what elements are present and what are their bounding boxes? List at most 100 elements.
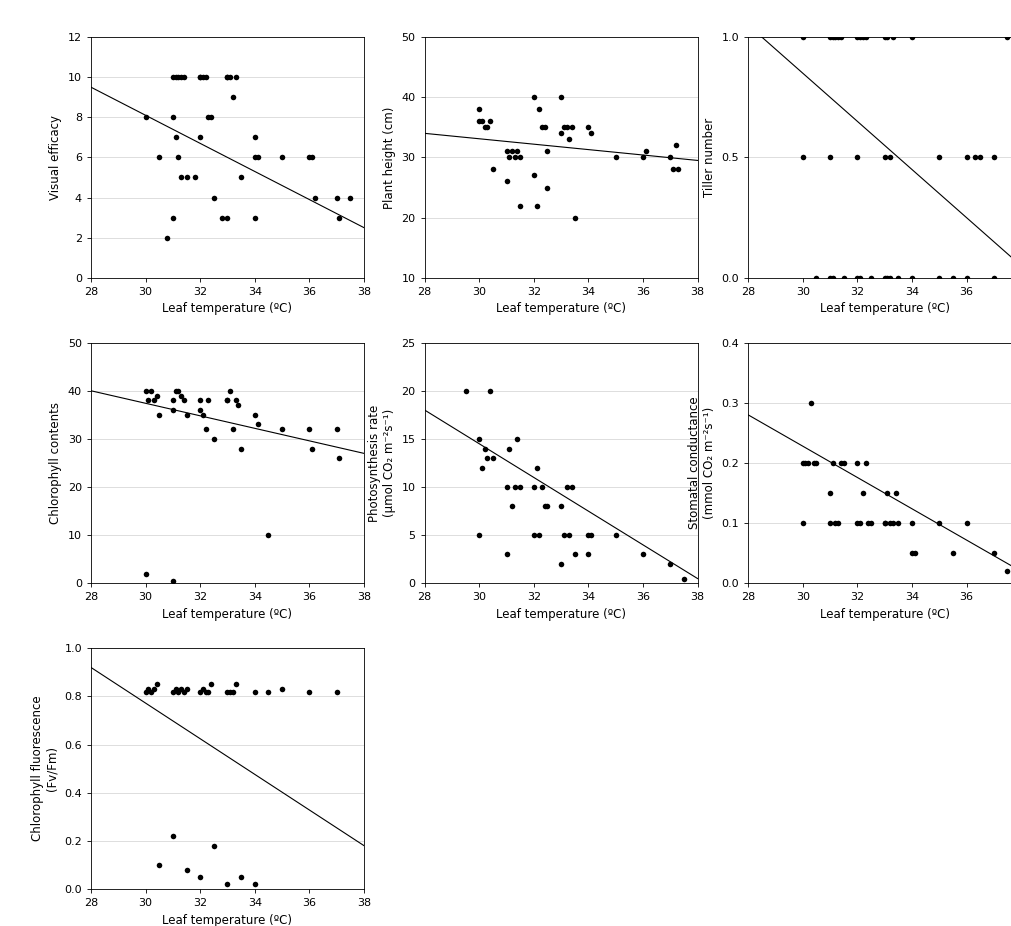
Point [222,69,239,84]
Point [301,684,317,699]
Point [219,393,236,407]
Point [203,110,219,125]
Point [564,480,580,494]
Point [529,198,545,213]
X-axis label: Leaf temperature (ºC): Leaf temperature (ºC) [820,608,949,621]
Point [274,150,290,165]
Point [931,516,947,531]
Point [168,682,184,696]
Point [531,102,547,117]
Point [306,190,323,205]
Point [885,516,901,531]
Point [890,270,906,285]
Point [862,270,879,285]
Point [227,69,244,84]
Point [501,441,518,456]
Point [986,545,1002,560]
Point [958,150,975,165]
Point [822,150,838,165]
Point [860,516,877,531]
Point [141,393,157,407]
Point [233,870,249,884]
Point [176,684,192,699]
Point [944,270,960,285]
Point [854,485,870,500]
Point [178,170,194,185]
Point [558,119,574,134]
Point [808,270,824,285]
Point [512,150,528,165]
Point [247,130,263,144]
Point [904,270,920,285]
Point [304,150,320,165]
Point [635,150,651,165]
Point [200,110,216,125]
Point [247,877,263,892]
Point [222,684,239,699]
Point [825,270,841,285]
Point [537,119,553,134]
Point [667,138,683,153]
Point [862,516,879,531]
Point [827,30,843,44]
Point [907,545,923,560]
Point [904,516,920,531]
Point [553,499,569,514]
Point [999,30,1011,44]
Point [498,547,515,562]
Point [227,393,244,407]
Point [247,150,263,165]
Point [192,69,208,84]
Y-axis label: Tiller number: Tiller number [703,118,716,197]
Point [224,684,241,699]
Point [510,144,526,159]
Point [165,573,181,588]
Point [342,190,358,205]
Point [205,432,221,446]
Point [170,150,186,165]
Point [822,30,838,44]
Point [195,69,211,84]
Point [479,451,495,466]
Point [498,174,515,189]
Point [498,480,515,494]
Point [329,190,345,205]
Point [510,432,526,446]
Point [260,684,276,699]
Point [795,150,811,165]
Point [583,126,600,141]
Point [540,180,556,194]
Point [195,682,211,696]
Point [170,684,186,699]
Point [882,270,898,285]
Point [635,547,651,562]
Point [561,131,577,146]
Point [904,30,920,44]
Point [967,150,983,165]
Point [170,383,186,398]
Point [247,407,263,422]
Point [526,168,542,182]
Point [665,162,681,177]
Point [882,516,898,531]
Point [329,684,345,699]
Point [808,456,824,470]
Point [822,516,838,531]
Point [556,119,572,134]
Point [608,150,624,165]
Point [798,456,814,470]
Point [274,422,290,437]
Point [141,682,157,696]
Point [854,30,870,44]
Point [512,198,528,213]
Point [877,516,893,531]
Point [476,441,492,456]
Point [638,144,654,159]
Point [583,528,600,543]
Point [507,150,523,165]
Point [224,90,241,105]
Point [329,422,345,437]
Point [165,110,181,125]
Point [822,485,838,500]
Point [143,383,159,398]
